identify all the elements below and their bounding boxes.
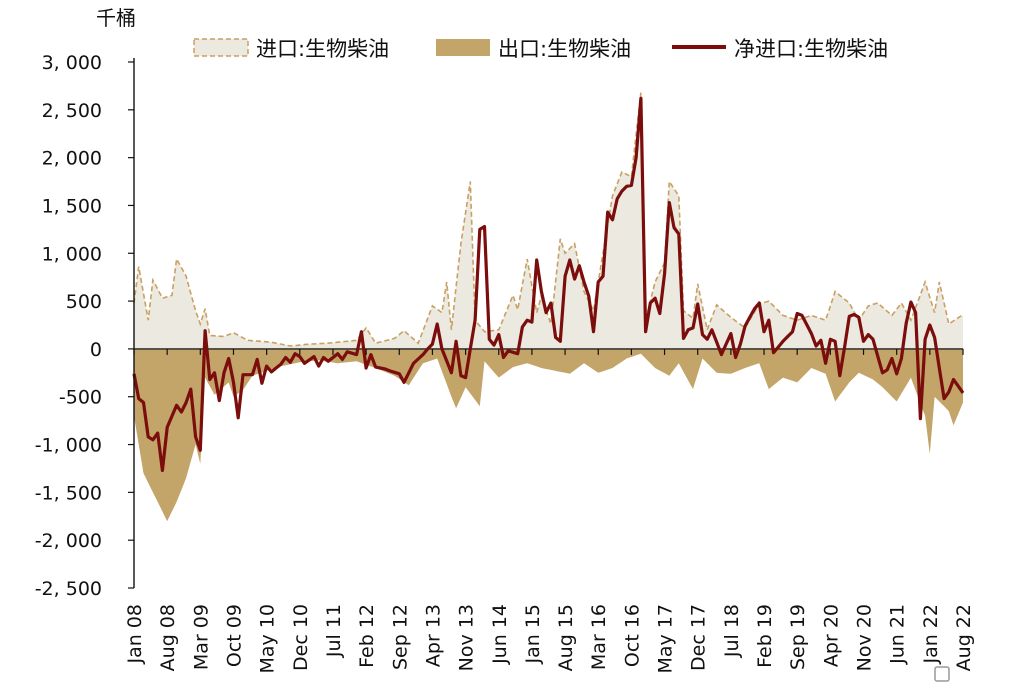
plot-area (132, 92, 965, 522)
watermark (934, 666, 950, 682)
x-tick-label: Aug 15 (555, 604, 577, 671)
x-tick-label: Jan 15 (522, 604, 544, 665)
legend-label-imports: 进口:生物柴油 (256, 37, 389, 61)
y-axis-ticks: 3, 000 2, 500 2, 000 1, 500 1, 000 500 0 -500 -1… (35, 52, 134, 600)
y-tick-label: 1, 500 (42, 195, 102, 217)
x-tick-label: Oct 09 (223, 604, 245, 667)
x-tick-label: Dec 10 (290, 604, 312, 671)
y-tick-label: -500 (59, 387, 102, 409)
y-tick-label: -2, 000 (35, 530, 102, 552)
x-tick-label: Jan 22 (920, 604, 942, 665)
y-tick-label: -2, 500 (35, 578, 102, 600)
x-tick-label: Feb 19 (754, 604, 776, 668)
x-tick-label: May 17 (655, 604, 677, 674)
x-tick-label: Aug 22 (953, 604, 975, 671)
x-tick-label: Dec 17 (688, 604, 710, 671)
x-tick-label: Jul 11 (323, 604, 345, 658)
x-tick-label: Mar 16 (588, 604, 610, 670)
x-tick-label: Jun 21 (887, 604, 909, 665)
series-net-line (132, 96, 965, 472)
legend: 进口:生物柴油 出口:生物柴油 净进口:生物柴油 (193, 37, 888, 61)
x-tick-label: Jul 18 (721, 604, 743, 658)
y-tick-label: -1, 500 (35, 482, 102, 504)
legend-label-exports: 出口:生物柴油 (498, 37, 631, 61)
legend-label-net: 净进口:生物柴油 (734, 37, 888, 61)
series-imports-area (134, 92, 963, 349)
x-tick-label: Oct 16 (621, 604, 643, 667)
x-tick-label: Apr 20 (820, 604, 842, 667)
y-tick-label: 500 (66, 291, 102, 313)
x-tick-label: Feb 12 (356, 604, 378, 668)
x-tick-label: Nov 13 (456, 604, 478, 671)
series-imports-outline (133, 92, 964, 347)
y-tick-label: 0 (90, 339, 102, 361)
legend-swatch-exports (436, 39, 490, 56)
x-tick-label: Mar 09 (190, 604, 212, 670)
x-tick-label: Jan 08 (124, 604, 146, 665)
y-unit-label: 千桶 (96, 6, 136, 30)
y-tick-label: 2, 500 (42, 100, 102, 122)
x-tick-label: Aug 08 (157, 604, 179, 671)
x-axis-ticks: Jan 08 Aug 08 Mar 09 Oct 09 May 10 Dec 10 Jul … (124, 348, 975, 674)
x-tick-label: Jun 14 (489, 604, 511, 665)
y-tick-label: 1, 000 (42, 243, 102, 265)
y-tick-label: 2, 000 (42, 148, 102, 170)
legend-swatch-imports (193, 38, 249, 57)
x-tick-label: May 10 (257, 604, 279, 674)
watermark-logo-icon (934, 666, 950, 682)
y-tick-label: -1, 000 (35, 435, 102, 457)
y-tick-label: 3, 000 (42, 52, 102, 74)
x-tick-label: Nov 20 (854, 604, 876, 671)
x-tick-label: Sep 12 (389, 604, 411, 670)
x-tick-label: Sep 19 (787, 604, 809, 670)
x-tick-label: Apr 13 (422, 604, 444, 667)
